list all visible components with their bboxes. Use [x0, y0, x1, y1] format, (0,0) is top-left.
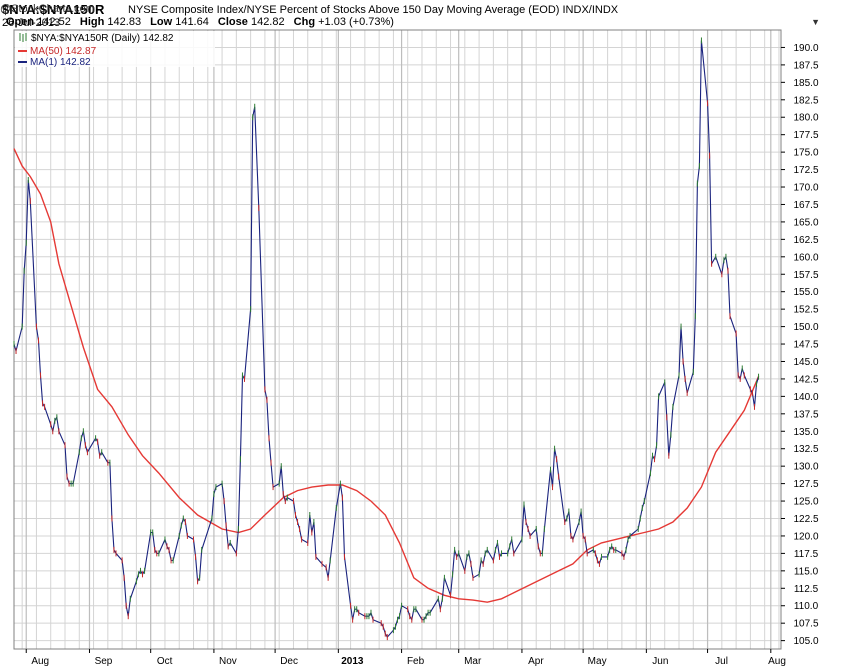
- y-tick-label: 175.0: [793, 148, 818, 159]
- y-tick-label: 157.5: [793, 270, 818, 281]
- y-tick-label: 155.0: [793, 287, 818, 298]
- y-tick-label: 135.0: [793, 427, 818, 438]
- chart-description: NYSE Composite Index/NYSE Percent of Sto…: [128, 4, 619, 16]
- y-tick-label: 140.0: [793, 392, 818, 403]
- legend-ma50-label: MA(50) 142.87: [30, 46, 97, 57]
- x-tick-label: Nov: [219, 656, 237, 667]
- stockcharts-brand[interactable]: @StockCharts.com: [0, 3, 95, 15]
- dropdown-arrow-icon[interactable]: ▼: [811, 17, 820, 27]
- close-value: 142.82: [250, 16, 285, 28]
- y-tick-label: 145.0: [793, 357, 818, 368]
- y-tick-label: 182.5: [793, 95, 818, 106]
- y-tick-label: 185.0: [793, 78, 818, 89]
- y-tick-label: 150.0: [793, 322, 818, 333]
- low-label: Low: [150, 16, 173, 28]
- legend-ma1-label: MA(1) 142.82: [30, 57, 91, 68]
- plot-frame: [13, 29, 782, 650]
- y-tick-label: 117.5: [794, 549, 819, 560]
- legend-price-label: $NYA:$NYA150R (Daily) 142.82: [31, 33, 174, 44]
- y-tick-label: 152.5: [793, 305, 818, 316]
- chg-value: +1.03 (+0.73%): [318, 16, 394, 28]
- y-tick-label: 162.5: [793, 235, 818, 246]
- y-tick-label: 170.0: [793, 183, 818, 194]
- x-tick-label: May: [588, 656, 607, 667]
- x-tick-label: Oct: [157, 656, 173, 667]
- close-label: Close: [217, 16, 248, 28]
- y-tick-label: 122.5: [793, 514, 818, 525]
- x-tick-label: Jul: [715, 656, 728, 667]
- x-tick-label: Apr: [528, 656, 544, 667]
- y-tick-label: 167.5: [793, 200, 818, 211]
- chg-label: Chg: [293, 16, 316, 28]
- x-tick-label: Sep: [95, 656, 113, 667]
- y-tick-label: 130.0: [793, 462, 818, 473]
- y-tick-label: 120.0: [793, 531, 818, 542]
- ohlc-readout: Open 142.52 High 142.83 Low 141.64 Close…: [0, 16, 808, 28]
- chart-grid: [14, 30, 781, 649]
- y-tick-label: 190.0: [793, 43, 818, 54]
- x-tick-label: 2013: [341, 656, 364, 667]
- y-tick-label: 172.5: [793, 165, 818, 176]
- y-tick-label: 187.5: [793, 60, 818, 71]
- open-value: 142.52: [37, 16, 71, 28]
- high-label: High: [79, 16, 105, 28]
- date-label: 26-Jul-2013: [2, 17, 61, 29]
- y-tick-label: 110.0: [794, 601, 819, 612]
- y-tick-label: 115.0: [794, 566, 819, 577]
- y-tick-label: 180.0: [793, 113, 818, 124]
- x-tick-label: Aug: [31, 656, 49, 667]
- ma50-series: [13, 148, 760, 603]
- symbol-title: $NYA:$NYA150R: [2, 2, 105, 17]
- y-tick-label: 142.5: [793, 374, 818, 385]
- x-tick-label: Feb: [407, 656, 425, 667]
- open-label: Open: [6, 16, 35, 28]
- x-tick-label: Aug: [768, 656, 786, 667]
- y-tick-label: 177.5: [793, 130, 818, 141]
- high-value: 142.83: [107, 16, 142, 28]
- y-tick-label: 165.0: [793, 217, 818, 228]
- x-tick-label: Mar: [464, 656, 482, 667]
- y-tick-label: 147.5: [793, 340, 818, 351]
- y-tick-label: 127.5: [793, 479, 818, 490]
- y-axis-ticks: 105.0 107.5 110.0 112.5 115.0 117.5 120.0 122.5…: [781, 43, 819, 647]
- y-tick-label: 112.5: [794, 584, 819, 595]
- legend-price-icon: [19, 33, 27, 42]
- low-value: 141.64: [175, 16, 209, 28]
- ma50-line: [13, 148, 760, 603]
- y-tick-label: 125.0: [793, 497, 818, 508]
- x-tick-label: Dec: [280, 656, 298, 667]
- x-axis-ticks: Aug Sep Oct Nov Dec 2013 Feb Mar Apr May Jun Jul Aug: [25, 649, 786, 667]
- y-tick-label: 137.5: [793, 409, 818, 420]
- y-tick-label: 160.0: [793, 252, 818, 263]
- y-tick-label: 132.5: [793, 444, 818, 455]
- price-line: [13, 37, 760, 641]
- y-tick-label: 107.5: [793, 619, 818, 630]
- chart-legend: $NYA:$NYA150R (Daily) 142.82 MA(50) 142.…: [15, 31, 215, 68]
- y-tick-label: 105.0: [793, 636, 818, 647]
- x-tick-label: Jun: [652, 656, 668, 667]
